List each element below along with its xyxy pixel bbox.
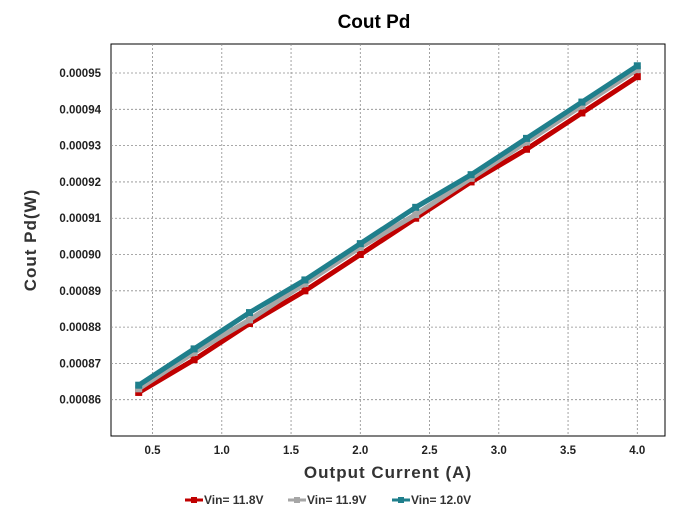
data-point bbox=[301, 287, 309, 295]
legend-swatch-marker bbox=[398, 497, 404, 503]
series-2 bbox=[135, 65, 641, 393]
data-point bbox=[467, 178, 475, 186]
legend-swatch-marker bbox=[294, 497, 300, 503]
legend: Vin= 11.8V Vin= 11.9V Vin= 12.0V bbox=[185, 493, 471, 507]
series-3 bbox=[135, 62, 641, 389]
data-point bbox=[356, 251, 364, 259]
x-tick-label: 1.5 bbox=[283, 445, 300, 457]
legend-item: Vin= 12.0V bbox=[392, 493, 471, 507]
y-axis-ticks: 0.00086 0.00087 0.00088 0.00089 0.00090 0.000… bbox=[59, 68, 101, 407]
series-line bbox=[136, 74, 640, 395]
legend-item: Vin= 11.9V bbox=[288, 493, 367, 507]
data-point bbox=[190, 349, 198, 357]
y-axis-label: Cout Pd(W) bbox=[21, 189, 40, 292]
x-tick-label: 3.5 bbox=[560, 445, 577, 457]
y-tick-label: 0.00093 bbox=[59, 141, 101, 153]
data-point bbox=[246, 316, 253, 324]
data-point bbox=[467, 174, 475, 182]
y-tick-label: 0.00089 bbox=[59, 286, 101, 298]
y-tick-label: 0.00095 bbox=[59, 68, 101, 80]
x-tick-label: 2.5 bbox=[422, 445, 439, 457]
data-point bbox=[578, 98, 586, 106]
x-tick-label: 1.0 bbox=[214, 445, 230, 457]
data-point bbox=[135, 385, 143, 393]
legend-label: Vin= 12.0V bbox=[411, 493, 471, 507]
series-line bbox=[136, 63, 640, 388]
data-point bbox=[135, 381, 143, 389]
data-point bbox=[246, 309, 253, 317]
data-point bbox=[301, 276, 309, 284]
series-1 bbox=[135, 73, 641, 396]
x-tick-label: 2.0 bbox=[352, 445, 368, 457]
y-tick-label: 0.00086 bbox=[59, 395, 101, 407]
data-point bbox=[356, 240, 364, 248]
legend-swatch-marker bbox=[191, 497, 197, 503]
data-point bbox=[633, 73, 641, 81]
legend-label: Vin= 11.9V bbox=[307, 493, 367, 507]
data-point bbox=[412, 214, 420, 222]
x-axis-ticks: 0.5 1.0 1.5 2.0 2.5 3.0 3.5 4.0 bbox=[145, 445, 646, 457]
y-tick-label: 0.00088 bbox=[59, 322, 101, 334]
data-point bbox=[523, 134, 530, 142]
series-group bbox=[135, 62, 641, 396]
grid bbox=[111, 44, 665, 436]
data-point bbox=[578, 102, 586, 110]
x-axis-label: Output Current (A) bbox=[304, 463, 472, 482]
y-tick-label: 0.00094 bbox=[59, 104, 101, 116]
data-point bbox=[523, 145, 530, 153]
legend-item: Vin= 11.8V bbox=[185, 493, 264, 507]
data-point bbox=[190, 356, 198, 364]
chart-title: Cout Pd bbox=[338, 12, 411, 33]
data-point bbox=[523, 138, 530, 146]
data-point bbox=[190, 345, 198, 353]
data-point bbox=[633, 62, 641, 70]
data-point bbox=[246, 319, 253, 327]
y-tick-label: 0.00087 bbox=[59, 358, 101, 370]
plot-area bbox=[110, 43, 666, 437]
y-tick-label: 0.00091 bbox=[59, 213, 101, 225]
x-tick-label: 0.5 bbox=[145, 445, 162, 457]
data-point bbox=[412, 211, 420, 219]
data-point bbox=[412, 203, 420, 211]
y-tick-label: 0.00092 bbox=[59, 177, 101, 189]
x-tick-label: 4.0 bbox=[629, 445, 645, 457]
y-tick-label: 0.00090 bbox=[59, 250, 101, 262]
data-point bbox=[467, 171, 475, 179]
data-point bbox=[135, 388, 143, 396]
data-point bbox=[578, 109, 586, 117]
data-point bbox=[633, 65, 641, 73]
data-point bbox=[301, 280, 309, 288]
series-line bbox=[136, 66, 640, 392]
x-tick-label: 3.0 bbox=[491, 445, 507, 457]
legend-label: Vin= 11.8V bbox=[204, 493, 264, 507]
data-point bbox=[356, 243, 364, 251]
